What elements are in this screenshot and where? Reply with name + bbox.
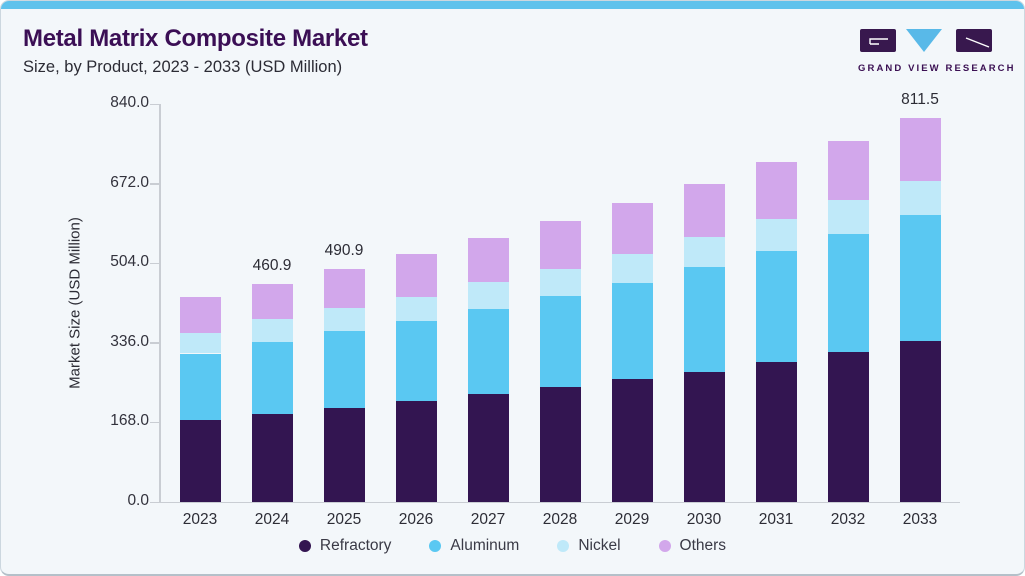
x-tick-label: 2024 (254, 511, 290, 528)
plot-area: 0.0 168.0 336.0 504.0 672.0 840.0 2023 2024 460.… (110, 91, 969, 528)
legend-dot-icon (298, 540, 311, 552)
bar-segment-nickel (179, 333, 221, 354)
legend-dot-icon (429, 540, 442, 552)
bar-segment-refractory (179, 419, 221, 502)
bar-segment-refractory (395, 401, 437, 502)
bar-segment-others (251, 283, 293, 320)
y-tick-mark (150, 342, 159, 344)
legend-dot-icon (658, 540, 671, 552)
bar-segment-refractory (251, 414, 293, 502)
bar-segment-others (827, 140, 869, 200)
legend-item-others: Others (658, 537, 727, 555)
bar-segment-aluminum (179, 353, 221, 420)
bar-segment-nickel (467, 282, 509, 309)
legend-label: Nickel (578, 537, 621, 554)
x-tick-label: 2033 (902, 511, 938, 528)
y-tick-label: 336.0 (110, 332, 149, 350)
legend-label: Others (679, 537, 727, 554)
bar-segment-others (755, 162, 797, 220)
bar-total-label: 460.9 (252, 256, 292, 274)
bar-segment-refractory (827, 352, 869, 502)
y-tick-label: 672.0 (110, 173, 149, 191)
bar-segment-others (467, 237, 509, 283)
bar-segment-nickel (251, 319, 293, 342)
bar-total-label: 811.5 (901, 90, 939, 108)
logo-mark-icon (860, 29, 992, 52)
bar-segment-aluminum (395, 320, 437, 402)
bar-segment-others (323, 269, 365, 309)
y-tick-label: 0.0 (127, 492, 149, 509)
y-tick-mark (150, 103, 159, 105)
x-tick-label: 2025 (326, 511, 362, 528)
bar-segment-nickel (395, 296, 437, 321)
bar-segment-aluminum (251, 341, 293, 415)
bar-segment-nickel (611, 253, 653, 284)
chart-subtitle: Size, by Product, 2023 - 2033 (USD Milli… (23, 58, 343, 76)
x-tick-label: 2029 (614, 511, 650, 528)
x-tick-label: 2030 (686, 511, 722, 528)
bar-segment-aluminum (467, 308, 509, 395)
accent-strip (1, 1, 1024, 9)
bar-segment-others (395, 253, 437, 297)
page-title: Metal Matrix Composite Market (23, 25, 368, 52)
y-tick-label: 504.0 (110, 253, 149, 271)
bar-segment-aluminum (827, 234, 869, 353)
x-tick-label: 2028 (542, 511, 578, 528)
bar-segment-others (611, 202, 653, 254)
x-tick-label: 2023 (182, 511, 218, 528)
x-axis-line (150, 501, 960, 503)
bar-segment-aluminum (323, 330, 365, 408)
legend-label: Aluminum (450, 537, 520, 554)
legend-label: Refractory (319, 537, 392, 554)
x-tick-label: 2031 (758, 511, 794, 528)
bar-segment-nickel (899, 180, 941, 216)
y-tick-mark (150, 183, 159, 185)
chart-legend: Refractory Aluminum Nickel Others (1, 537, 1024, 555)
bar-segment-nickel (323, 308, 365, 331)
x-tick-label: 2027 (470, 511, 506, 528)
legend-item-nickel: Nickel (557, 537, 621, 555)
legend-item-aluminum: Aluminum (429, 537, 519, 555)
logo-text: GRAND VIEW RESEARCH (858, 63, 1016, 74)
y-tick-label: 840.0 (110, 94, 149, 111)
bar-segment-nickel (683, 236, 725, 268)
y-tick-mark (150, 421, 159, 424)
bar-segment-others (179, 296, 221, 334)
bar-segment-refractory (899, 341, 941, 502)
legend-item-refractory: Refractory (298, 537, 392, 555)
bar-segment-nickel (755, 219, 797, 251)
y-axis-line (159, 104, 161, 502)
bar-segment-others (899, 117, 941, 181)
bar-total-label: 490.9 (324, 242, 364, 260)
x-tick-label: 2026 (398, 511, 434, 528)
bar-segment-refractory (683, 371, 725, 502)
bar-segment-aluminum (611, 283, 653, 379)
grand-view-research-logo: GRAND VIEW RESEARCH (858, 29, 1016, 74)
bar-segment-aluminum (683, 267, 725, 372)
bar-segment-aluminum (539, 295, 581, 388)
bar-segment-aluminum (755, 250, 797, 362)
bar-segment-refractory (539, 387, 581, 502)
bar-segment-refractory (611, 378, 653, 502)
y-axis-title: Market Size (USD Million) (66, 217, 84, 389)
y-tick-mark (150, 262, 159, 265)
bar-segment-refractory (323, 407, 365, 502)
bar-segment-nickel (827, 199, 869, 235)
legend-dot-icon (557, 540, 570, 552)
bar-segment-others (683, 183, 725, 237)
bar-segment-refractory (755, 361, 797, 502)
bar-segment-aluminum (899, 215, 941, 342)
x-tick-label: 2032 (830, 511, 866, 528)
bar-segment-refractory (467, 394, 509, 502)
y-tick-label: 168.0 (110, 412, 149, 430)
bar-segment-others (539, 221, 581, 270)
bar-segment-nickel (539, 269, 581, 296)
